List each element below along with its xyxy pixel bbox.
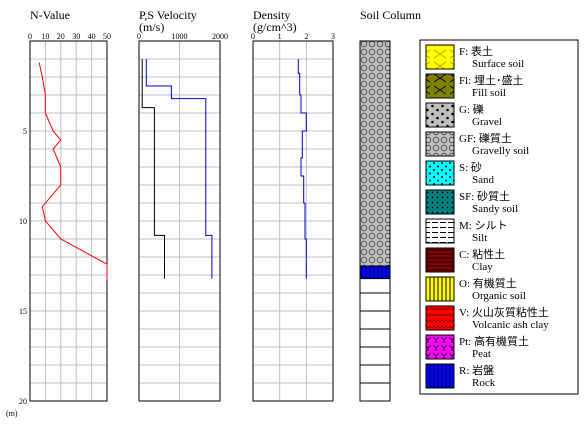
legend-name: Gravel [472, 116, 502, 128]
x-tick-label: 0 [137, 32, 141, 41]
x-tick-label: 40 [88, 32, 96, 41]
density-unit: (g/cm^3) [253, 20, 297, 34]
plot-frame [138, 40, 221, 402]
legend-code: C: 粘性土 [459, 247, 505, 261]
legend-code: F: 表土 [459, 44, 493, 58]
nvalue-title: N-Value [30, 8, 70, 22]
x-tick-label: 1 [278, 32, 282, 41]
legend-swatch [425, 334, 455, 360]
x-tick-label: 20 [57, 32, 65, 41]
legend-swatch [425, 218, 455, 244]
legend-code: G: 礫 [459, 102, 484, 116]
legend-swatch [425, 44, 455, 70]
soil-column [359, 40, 391, 402]
legend-swatch [425, 247, 455, 273]
soil-layer [359, 40, 391, 267]
legend-swatch [425, 189, 455, 215]
legend-name: Surface soil [472, 58, 524, 70]
legend-code: V: 火山灰質粘性土 [459, 305, 549, 319]
legend-code: Fl: 埋土･盛土 [459, 73, 523, 87]
depth-tick-label: 10 [19, 217, 27, 226]
legend-swatch [425, 131, 455, 157]
legend-name: Silt [472, 232, 487, 244]
legend-code: Pt: 高有機質土 [459, 334, 529, 348]
velocity-title: P,S Velocity [139, 8, 197, 22]
legend-code: GF: 礫質土 [459, 131, 512, 145]
x-tick-label: 2000 [212, 32, 228, 41]
legend-code: R: 岩盤 [459, 363, 494, 377]
legend-name: Gravelly soil [472, 145, 529, 157]
legend-name: Sandy soil [472, 203, 518, 215]
depth-unit-label: (m) [6, 409, 18, 418]
legend-swatch [425, 363, 455, 389]
depth-tick-label: 20 [19, 397, 27, 406]
legend-name: Fill soil [472, 87, 506, 99]
legend-name: Volcanic ash clay [472, 319, 549, 331]
legend-name: Rock [472, 377, 496, 389]
soil-column-frame [359, 40, 391, 402]
soil-column-title: Soil Column [360, 8, 421, 22]
density-title: Density [253, 8, 290, 22]
legend-code: S: 砂 [459, 161, 482, 174]
legend-name: Clay [472, 261, 493, 273]
nvalue-plot: 0 10 20 30 40 50 5 10 15 20 [19, 32, 111, 406]
depth-tick-label: 5 [23, 127, 27, 136]
legend-swatch [425, 102, 455, 128]
x-tick-label: 3 [331, 32, 335, 41]
plot-frame [252, 40, 334, 402]
legend-code: O: 有機質土 [459, 276, 517, 290]
legend-name: Sand [472, 174, 495, 186]
series-line [145, 59, 213, 279]
velocity-unit: (m/s) [139, 20, 164, 34]
legend-swatch [425, 305, 455, 331]
legend-swatch [425, 160, 455, 186]
velocity-plot: 0 1000 2000 [137, 32, 228, 402]
series-line [141, 59, 165, 279]
legend-code: SF: 砂質土 [459, 189, 510, 203]
density-plot: 0 1 2 3 [251, 32, 335, 402]
x-tick-label: 10 [41, 32, 49, 41]
x-tick-label: 2 [304, 32, 308, 41]
series-line [297, 59, 307, 279]
legend-name: Organic soil [472, 290, 526, 302]
depth-tick-label: 15 [19, 307, 27, 316]
legend-swatch [425, 73, 455, 99]
x-tick-label: 50 [103, 32, 111, 41]
x-tick-label: 0 [28, 32, 32, 41]
legend-swatch [425, 276, 455, 302]
plot-frame [29, 40, 108, 402]
series-line [38, 62, 108, 281]
x-tick-label: 30 [72, 32, 80, 41]
x-tick-label: 1000 [172, 32, 188, 41]
soil-layer [359, 265, 391, 280]
x-tick-label: 0 [251, 32, 255, 41]
legend-name: Peat [472, 348, 491, 360]
legend-code: M: シルト [459, 220, 508, 232]
